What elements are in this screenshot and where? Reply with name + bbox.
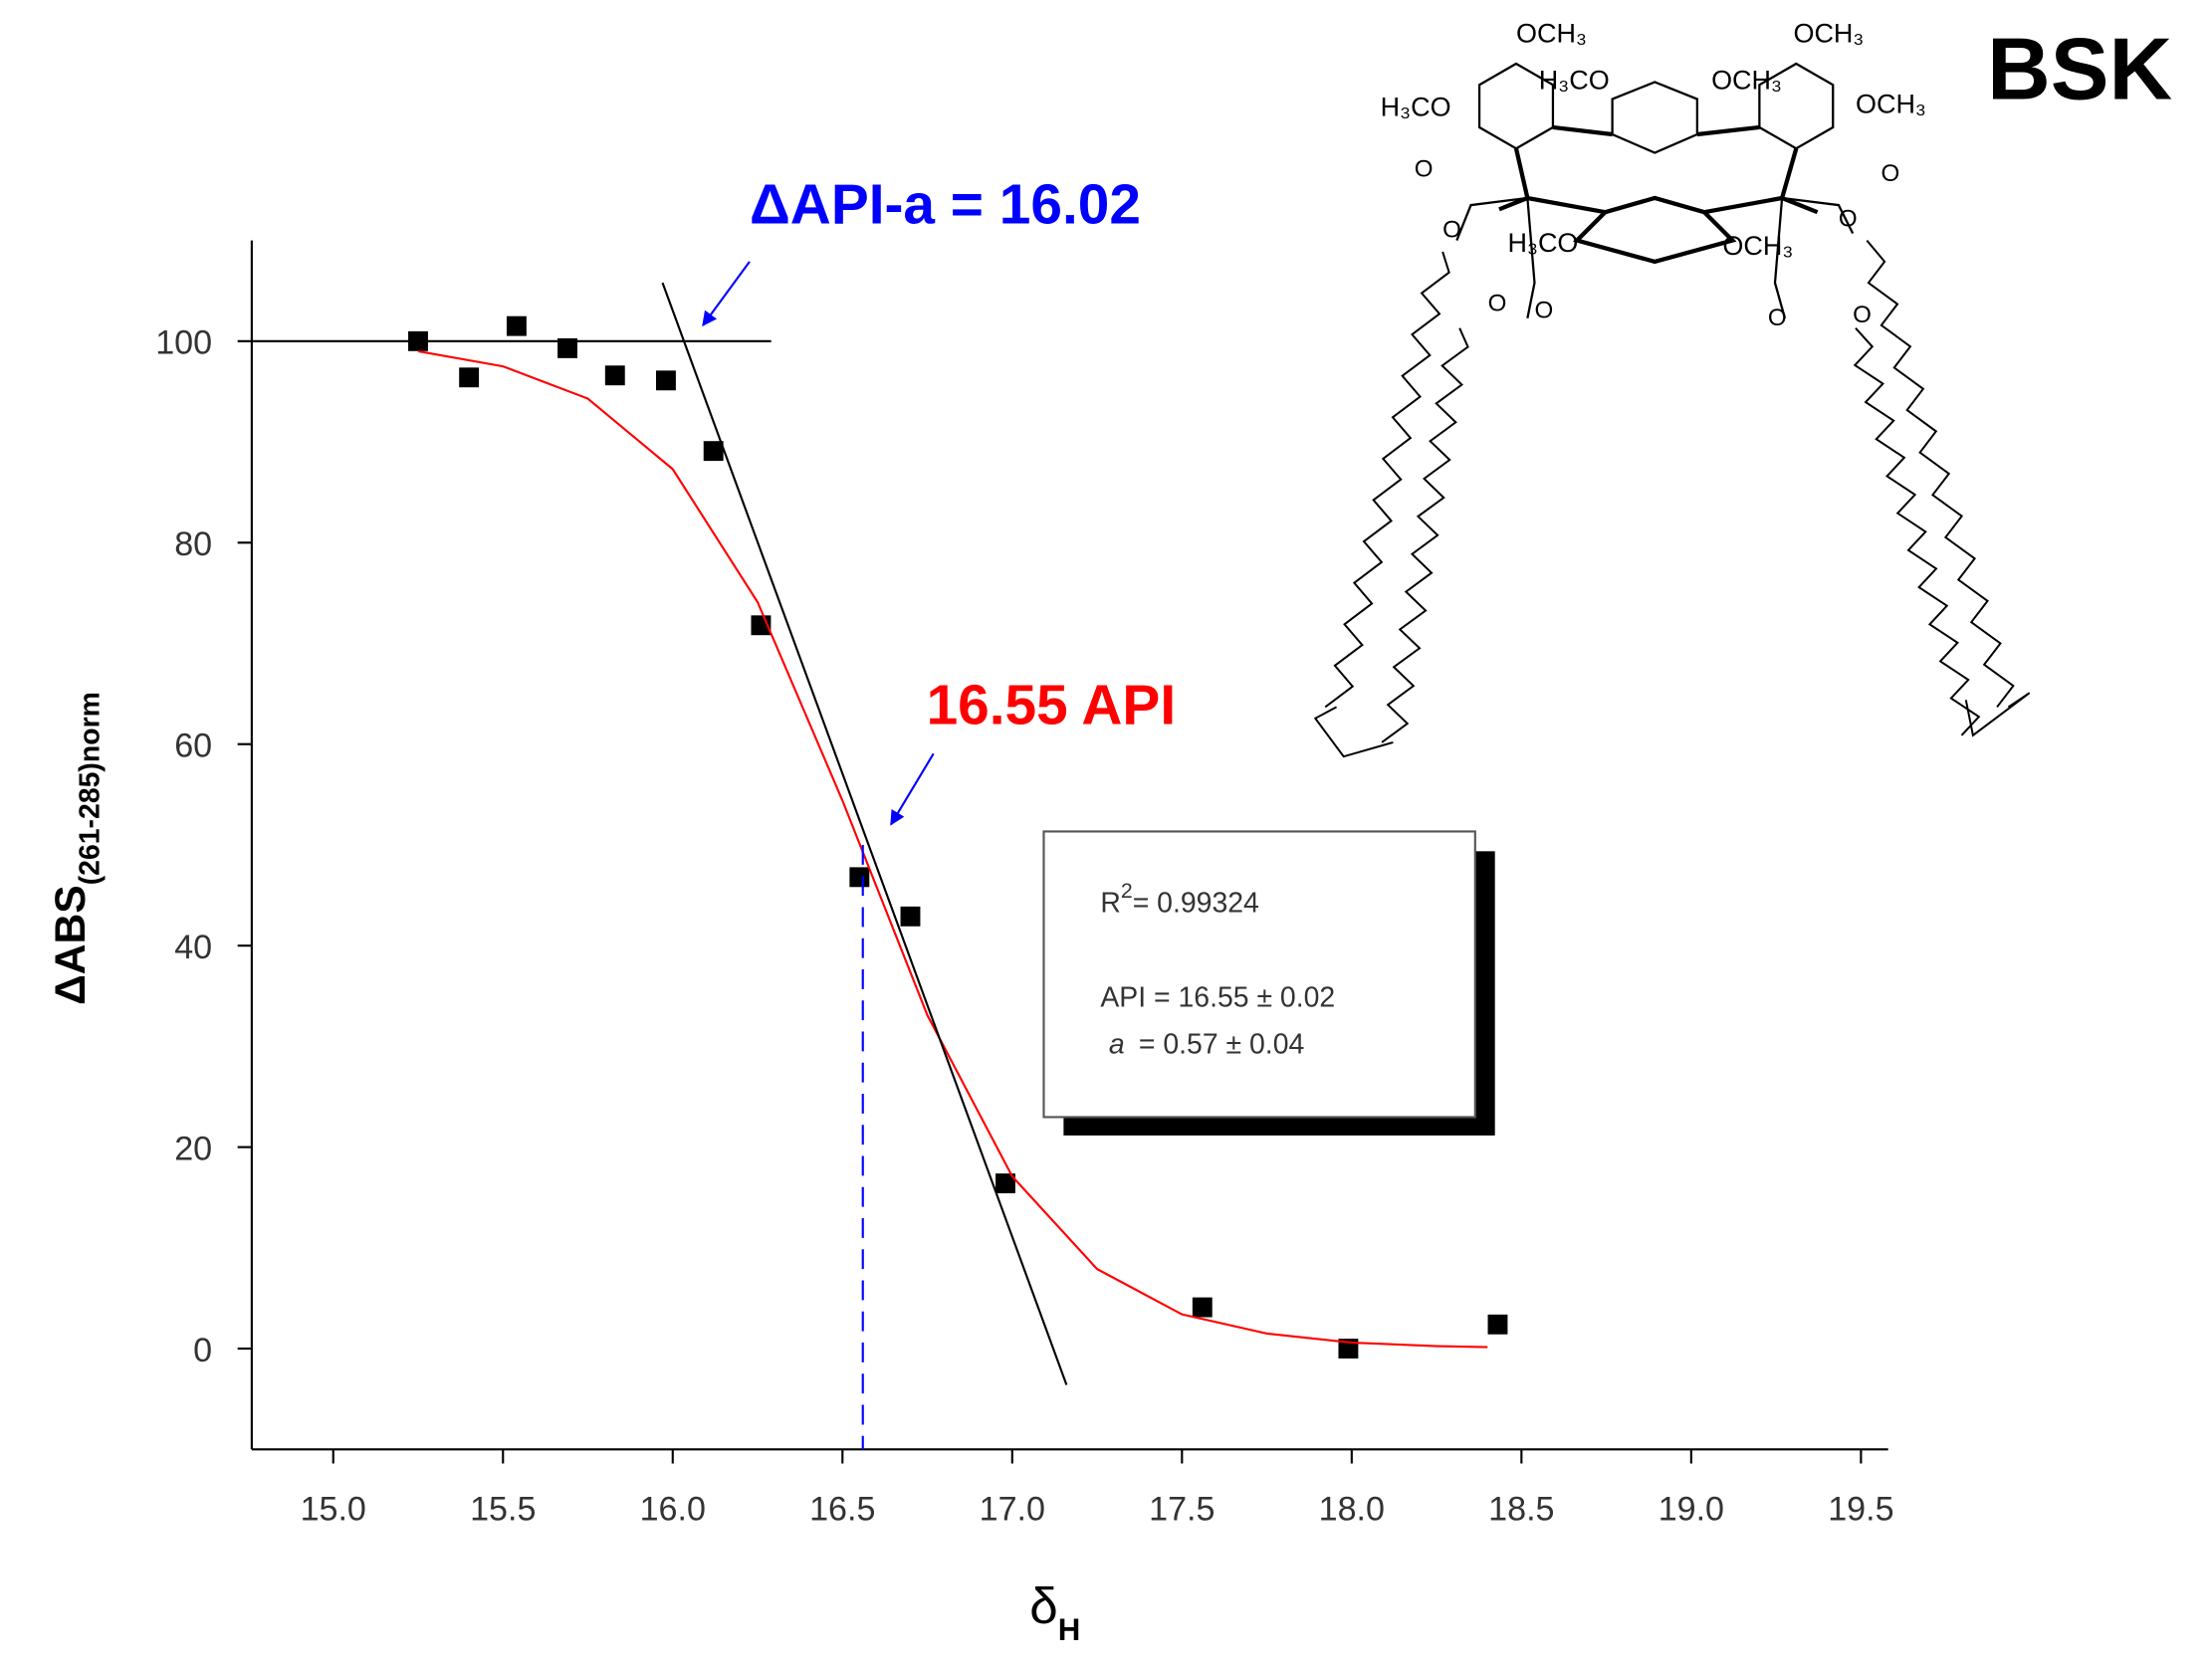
point (656, 370, 676, 391)
fit-r2: R2= 0.99324 (1100, 879, 1259, 919)
structure-label: O (1768, 305, 1787, 331)
y-tick-label: 20 (174, 1130, 212, 1167)
chain (1853, 327, 1981, 736)
fit-r2-label: R (1100, 887, 1121, 919)
chain-end (1313, 692, 2031, 758)
structure-label: O (1534, 298, 1553, 324)
structure-label: OCH₃ (1793, 19, 1864, 49)
y-tick-label: 100 (155, 324, 212, 362)
structure-label: H₃CO (1381, 93, 1451, 122)
x-tick-label: 15.0 (301, 1490, 366, 1528)
structure-label: H₃CO (1539, 66, 1610, 96)
point (703, 441, 724, 462)
y-tick-label: 80 (174, 525, 212, 563)
fit-a-label: a (1109, 1029, 1125, 1061)
structure-label: OCH₃ (1856, 90, 1926, 119)
structure-label: H₃CO (1507, 228, 1578, 258)
chain (1381, 327, 1469, 743)
x-tick-label: 15.5 (470, 1490, 536, 1528)
ring (1572, 195, 1737, 265)
annotation: ΔAPI-a = 16.02 (750, 174, 1141, 237)
x-tick-label: 16.5 (809, 1490, 875, 1528)
x-tick-label: 16.0 (640, 1490, 706, 1528)
structure-label: O (1881, 160, 1900, 187)
y-tick-label: 40 (174, 929, 212, 966)
structure-label: O (1442, 217, 1461, 244)
structure-label: O (1488, 291, 1507, 317)
x-label-main: δ (1029, 1577, 1057, 1634)
x-tick-label: 19.5 (1828, 1490, 1893, 1528)
ring (1611, 81, 1698, 154)
point (1487, 1314, 1508, 1335)
bonds (1455, 196, 1855, 319)
x-tick-label: 18.0 (1319, 1490, 1385, 1528)
annotation: 16.55 API (927, 674, 1177, 736)
x-label-sub: H (1058, 1612, 1081, 1647)
point (995, 1173, 1015, 1194)
y-tick-label: 0 (193, 1332, 212, 1369)
x-tick-label: 19.0 (1659, 1490, 1724, 1528)
x-tick-label: 17.0 (980, 1490, 1045, 1528)
chain (1866, 239, 2015, 709)
x-axis-label: δH (1029, 1577, 1080, 1647)
point (849, 867, 870, 888)
fit-r2-value: = 0.99324 (1133, 887, 1259, 919)
point (459, 367, 480, 388)
point (506, 315, 527, 336)
annotation-arrow (890, 752, 935, 826)
point (1192, 1297, 1213, 1318)
fit-box (1042, 830, 1476, 1119)
structure-label: OCH₃ (1516, 19, 1587, 49)
fit-r2-sup: 2 (1121, 879, 1133, 903)
structure-label: OCH₃ (1711, 66, 1782, 96)
fit-api: API = 16.55 ± 0.02 (1100, 982, 1335, 1014)
fit-a-value: = 0.57 ± 0.04 (1139, 1029, 1304, 1061)
structure-label: OCH₃ (1722, 231, 1793, 261)
structure-label: O (1839, 205, 1858, 232)
line (417, 349, 1488, 1349)
annotation-arrow (702, 261, 751, 327)
line (661, 282, 1068, 1385)
fit-a: a = 0.57 ± 0.04 (1109, 1029, 1304, 1061)
structure-label: O (1853, 302, 1872, 328)
x-tick-label: 17.5 (1149, 1490, 1215, 1528)
x-tick-label: 18.5 (1488, 1490, 1554, 1528)
y-label-sub: (261-285)norm (74, 692, 106, 885)
chain (1324, 251, 1450, 709)
chart-title: BSK (1987, 20, 2172, 118)
point (900, 906, 921, 927)
y-label-main: ΔABS (47, 885, 95, 1005)
structure-label: O (1415, 156, 1434, 183)
y-axis-label: ΔABS(261-285)norm (47, 692, 106, 1005)
point (557, 337, 577, 358)
y-tick-label: 60 (174, 728, 212, 765)
chemical-structure (1313, 62, 2031, 758)
point (604, 365, 625, 386)
